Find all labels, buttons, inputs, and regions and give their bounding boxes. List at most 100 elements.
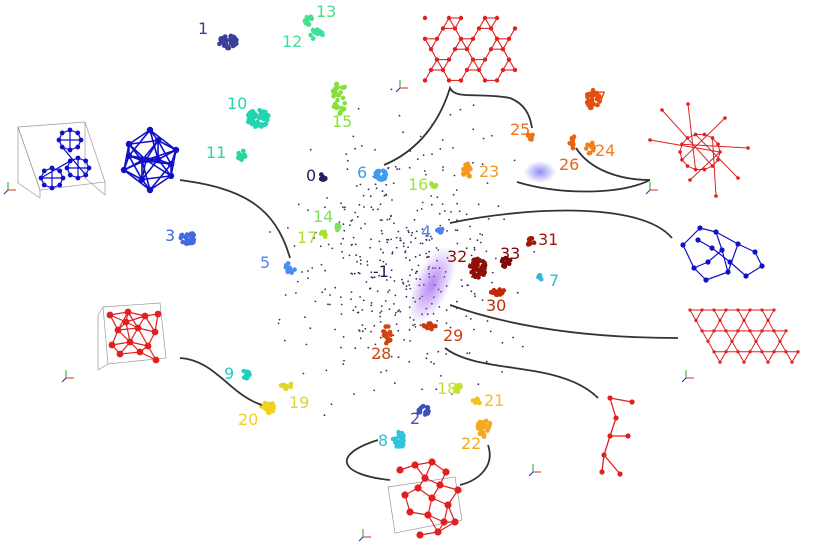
red-bottom-atom xyxy=(416,531,424,539)
noise-point xyxy=(324,288,327,291)
red-bottom-atom xyxy=(454,486,462,494)
cluster-point-c13 xyxy=(306,22,312,27)
cluster-point-c12 xyxy=(310,36,316,41)
noise-point xyxy=(374,148,376,151)
cluster-point-c22 xyxy=(486,421,492,426)
cluster-point-c15 xyxy=(338,90,343,95)
kagome-atom xyxy=(736,329,740,333)
kagome-atom xyxy=(760,350,764,354)
red-cube-atom xyxy=(124,308,132,316)
label-cluster-29: 29 xyxy=(443,326,463,345)
noise-point xyxy=(414,272,417,275)
blue-cage-atom xyxy=(83,158,89,164)
noise-point xyxy=(448,384,451,387)
cluster-point-c8 xyxy=(397,439,402,445)
noise-point xyxy=(344,206,346,209)
icosahedron-bond xyxy=(145,140,159,161)
noise-point xyxy=(473,292,476,295)
noise-point xyxy=(348,254,351,257)
noise-point xyxy=(397,356,400,359)
axis-z xyxy=(61,377,67,383)
noise-point xyxy=(397,310,399,313)
noise-point xyxy=(405,256,407,259)
icosahedron-atom xyxy=(120,166,128,174)
ring-network-bond xyxy=(681,117,726,161)
noise-point xyxy=(358,203,361,206)
label-cluster-1: 1 xyxy=(198,19,208,38)
noise-point xyxy=(320,263,323,266)
icosahedron-atom xyxy=(138,176,146,183)
noise-point xyxy=(331,247,334,250)
noise-point xyxy=(388,308,391,311)
cluster-point-c10 xyxy=(255,119,260,125)
noise-point xyxy=(370,238,372,241)
kagome-atom xyxy=(784,329,788,333)
noise-point xyxy=(416,270,419,273)
cluster-point-c23 xyxy=(461,166,466,172)
cluster-point-c15 xyxy=(340,95,346,101)
cluster-point-c1 xyxy=(222,34,228,39)
blue-chain-bond xyxy=(727,243,739,273)
noise-point xyxy=(477,203,480,206)
noise-point xyxy=(436,196,439,199)
kagome-atom xyxy=(760,308,764,312)
kagome-atom xyxy=(688,308,692,312)
noise-point xyxy=(386,238,388,241)
icosahedron-bond xyxy=(145,159,172,177)
noise-point xyxy=(481,234,484,236)
kagome-atom xyxy=(730,339,734,343)
noise-point xyxy=(364,223,366,225)
kagome-atom xyxy=(718,360,722,364)
noise-point xyxy=(419,242,422,245)
noise-point xyxy=(297,203,300,206)
noise-point xyxy=(341,250,343,253)
kagome-atom xyxy=(718,318,722,323)
cluster-point-c15 xyxy=(339,85,345,90)
noise-point xyxy=(393,303,395,305)
cluster-point-c27 xyxy=(596,94,602,100)
red-cube-cluster xyxy=(97,302,167,371)
ring-network-atom xyxy=(686,102,690,106)
noise-point xyxy=(418,254,421,256)
hex-sheet-atom xyxy=(506,36,512,41)
noise-point xyxy=(497,205,500,208)
red-chain-bond xyxy=(601,454,605,473)
blue-cage-atom xyxy=(67,172,73,178)
hex-sheet-atom xyxy=(476,67,482,73)
cluster-point-c1 xyxy=(217,41,222,47)
cluster-point-c3 xyxy=(186,241,191,246)
noise-point xyxy=(425,357,428,360)
noise-point xyxy=(367,346,370,349)
noise-point xyxy=(342,237,344,240)
kagome-atom xyxy=(772,350,776,354)
noise-point xyxy=(419,135,422,138)
noise-point xyxy=(386,279,388,281)
kagome-bond xyxy=(731,341,739,353)
cluster-point-c28 xyxy=(386,324,391,329)
noise-point xyxy=(380,305,383,307)
cluster-point-c32 xyxy=(471,266,477,271)
noise-point xyxy=(340,303,343,306)
noise-point xyxy=(398,309,401,311)
label-cluster-0: 0 xyxy=(306,166,316,185)
cluster-point-c12 xyxy=(308,32,314,38)
noise-point xyxy=(482,137,485,140)
blue-cage-atom xyxy=(41,182,47,188)
noise-point xyxy=(283,339,286,342)
red-bottom-atom xyxy=(451,518,459,526)
red-bottom-atom xyxy=(434,528,442,536)
noise-point xyxy=(437,350,440,353)
noise-point xyxy=(377,208,379,211)
red-chain-bond xyxy=(603,454,621,475)
red-3d-cluster xyxy=(387,458,463,539)
cluster-labels: 1 13 12 10 15 11 0 6 16 23 25 27 24 26 1… xyxy=(165,2,615,453)
blue-cage-atom xyxy=(64,165,70,171)
noise-point xyxy=(452,193,455,196)
cluster-point-c30 xyxy=(492,290,498,296)
noise-point xyxy=(369,246,371,249)
noise-point xyxy=(378,240,381,243)
icosahedron-bond xyxy=(141,160,151,191)
noise-point xyxy=(277,322,280,325)
connector-to-red-cluster-right xyxy=(459,444,491,486)
noise-point xyxy=(470,290,473,293)
